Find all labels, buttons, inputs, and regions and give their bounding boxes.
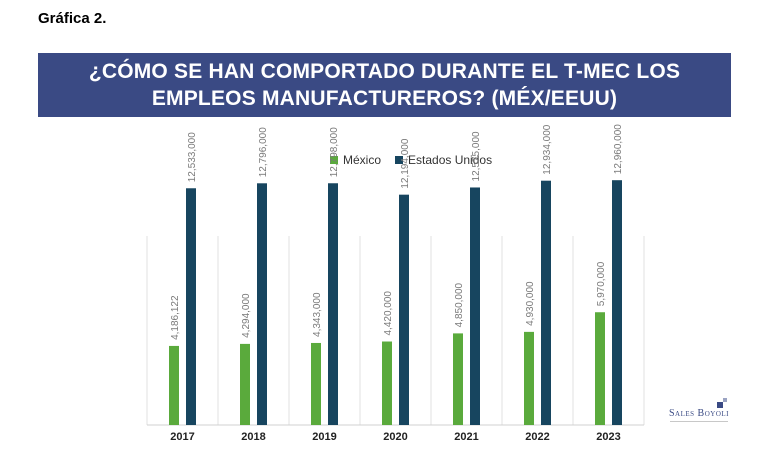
legend-swatch-usa xyxy=(395,156,404,164)
legend-item-usa: Estados Unidos xyxy=(395,153,492,167)
bar-usa xyxy=(612,180,622,425)
data-label-mexico: 4,420,000 xyxy=(383,291,394,336)
x-tick-label: 2020 xyxy=(383,431,407,443)
bar-mexico xyxy=(595,312,605,425)
bar-mexico xyxy=(524,331,534,425)
bar-mexico xyxy=(169,345,179,425)
legend-swatch-mexico xyxy=(330,156,338,164)
data-label-usa: 12,575,000 xyxy=(471,131,482,181)
legend-label-mexico: México xyxy=(343,153,382,167)
bar-mexico xyxy=(382,341,392,425)
x-tick-label: 2019 xyxy=(312,431,336,443)
x-tick-label: 2023 xyxy=(596,431,620,443)
chart-title: ¿CÓMO SE HAN COMPORTADO DURANTE EL T-MEC… xyxy=(88,60,681,110)
data-label-usa: 12,798,000 xyxy=(329,127,340,177)
bar-mexico xyxy=(240,343,250,425)
data-label-mexico: 5,970,000 xyxy=(596,261,607,306)
bar-usa xyxy=(186,188,196,425)
bar-usa xyxy=(328,183,338,425)
bar-usa xyxy=(541,180,551,425)
x-tick-label: 2021 xyxy=(454,431,478,443)
figure-caption: Gráfica 2. xyxy=(38,10,107,27)
legend-item-mexico: México xyxy=(330,153,381,167)
title-banner: ¿CÓMO SE HAN COMPORTADO DURANTE EL T-MEC… xyxy=(38,53,731,117)
bar-usa xyxy=(257,183,267,425)
data-label-mexico: 4,294,000 xyxy=(241,293,252,338)
logo-small-square-icon xyxy=(723,398,727,402)
data-label-usa: 12,194,000 xyxy=(400,138,411,188)
data-label-usa: 12,934,000 xyxy=(542,124,553,174)
data-label-usa: 12,533,000 xyxy=(187,132,198,182)
data-label-usa: 12,960,000 xyxy=(613,124,624,174)
bar-usa xyxy=(399,194,409,425)
data-label-mexico: 4,343,000 xyxy=(312,292,323,337)
logo-underline xyxy=(670,421,728,422)
bar-usa xyxy=(470,187,480,425)
legend-label-usa: Estados Unidos xyxy=(408,153,493,167)
data-label-mexico: 4,186,122 xyxy=(170,295,181,340)
x-tick-label: 2017 xyxy=(170,431,194,443)
logo-square-icon xyxy=(717,402,723,408)
sales-boyoli-logo: Sales Boyoli xyxy=(664,398,734,422)
x-tick-label: 2022 xyxy=(525,431,549,443)
bar-mexico xyxy=(453,333,463,425)
data-label-mexico: 4,930,000 xyxy=(525,281,536,326)
bar-mexico xyxy=(311,342,321,425)
chart-legend: México Estados Unidos xyxy=(330,151,492,169)
data-label-mexico: 4,850,000 xyxy=(454,282,465,327)
data-label-usa: 12,796,000 xyxy=(258,127,269,177)
logo-text: Sales Boyoli xyxy=(668,408,729,419)
x-tick-label: 2018 xyxy=(241,431,265,443)
